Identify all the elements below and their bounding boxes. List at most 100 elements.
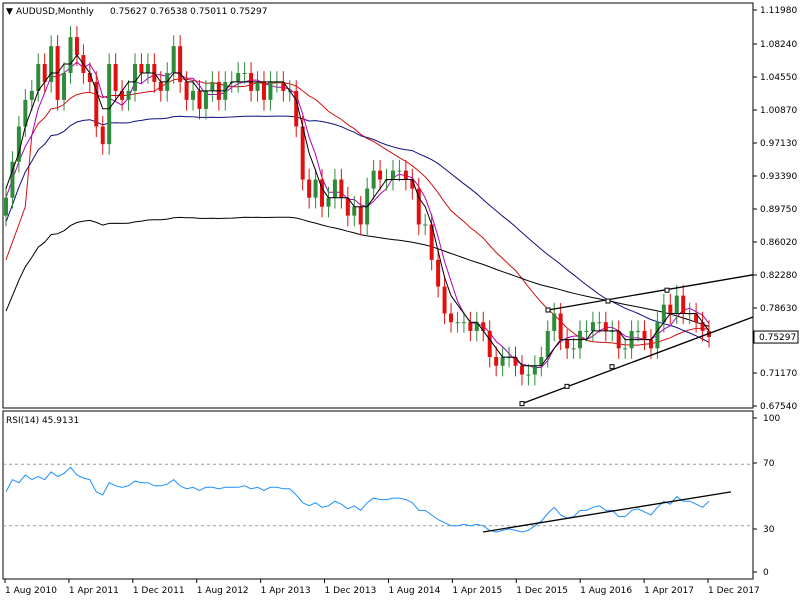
candle-body (378, 170, 383, 180)
candle-body (487, 330, 492, 358)
candle-body (623, 348, 628, 350)
time-tick-label: 1 Apr 2011 (69, 586, 119, 596)
rsi-pane-frame (2, 410, 754, 580)
candle-body (358, 206, 363, 225)
candle-body (681, 295, 686, 314)
time-tick-label: 1 Aug 2012 (197, 586, 249, 596)
trendline-anchor (664, 287, 670, 293)
candle-body (10, 161, 15, 198)
time-axis: 1 Aug 2010 1 Apr 2011 1 Dec 2011 1 Aug 2012… (4, 579, 760, 596)
candle-body (4, 197, 8, 216)
candle-body (210, 81, 215, 91)
price-pane-frame (2, 2, 754, 409)
candle-body (171, 46, 176, 73)
candle-body (139, 64, 144, 73)
price-marks: 0.75297 (4, 26, 799, 407)
trendline-anchor (545, 307, 551, 313)
candle-body (113, 64, 118, 91)
candle-body (94, 81, 99, 127)
candle-body (255, 81, 260, 91)
candle-body (23, 99, 28, 127)
candle-body (300, 126, 305, 180)
candle-body (158, 81, 163, 91)
candle-body (416, 188, 421, 225)
candle-body (29, 90, 34, 100)
price-pane: 1.11980 1.08240 1.04550 1.00870 0.97130 0.933… (2, 2, 799, 412)
candle-body (274, 81, 279, 83)
trendline-anchor (564, 383, 570, 389)
candle-body (332, 179, 337, 198)
price-tick-label: 0.86020 (760, 238, 797, 248)
price-tick-label: 0.82280 (760, 271, 797, 281)
rsi-marks (3, 463, 753, 533)
candle-body (545, 330, 550, 358)
candle-body (261, 81, 266, 100)
ma-navy-line (5, 115, 710, 343)
rsi-tick-label: 70 (763, 459, 775, 469)
candle-body (423, 224, 428, 226)
candle-body (429, 224, 434, 260)
candle-body (326, 197, 331, 207)
candle-body (603, 322, 608, 331)
candle-body (597, 322, 602, 324)
candle-body (197, 90, 202, 109)
candle-body (410, 179, 415, 189)
candle-body (539, 357, 544, 366)
candle-body (36, 64, 41, 91)
price-tick-label: 1.04550 (760, 73, 797, 83)
candle-body (668, 304, 673, 314)
wedge-upper-trendline (547, 274, 754, 311)
candle-body (700, 322, 705, 331)
candle-body (513, 357, 518, 366)
candle-body (674, 295, 679, 314)
price-tick-label: 1.08240 (760, 40, 797, 50)
candle-body (616, 330, 621, 349)
ma-long-line (5, 216, 710, 327)
candle-body (49, 46, 54, 82)
candle-body (100, 126, 105, 145)
time-tick-label: 1 Aug 2010 (5, 586, 57, 596)
price-tick-label: 0.97130 (760, 139, 797, 149)
candle-body (126, 90, 131, 100)
candle-body (442, 286, 447, 314)
candle-body (552, 313, 557, 331)
candle-body (436, 259, 441, 287)
price-tick-label: 0.93390 (760, 172, 797, 182)
candle-body (558, 313, 563, 340)
candle-body (371, 170, 376, 189)
candle-body (281, 81, 286, 91)
candle-body (694, 313, 699, 323)
candle-body (519, 365, 524, 375)
last-price-label: 0.75297 (759, 333, 796, 343)
candle-body (178, 46, 183, 82)
candle-body (468, 322, 473, 331)
candle-body (339, 179, 344, 198)
rsi-line (5, 466, 710, 533)
ma-fast-line (5, 54, 710, 367)
trendline-anchor (519, 401, 525, 407)
candle-body (184, 81, 189, 100)
wedge-lower-trendline (521, 316, 754, 405)
candle-body (74, 37, 79, 56)
candle-body (449, 313, 454, 323)
rsi-tick-label: 100 (763, 414, 780, 424)
candle-body (236, 72, 241, 82)
time-tick-label: 1 Apr 2015 (452, 586, 502, 596)
candle-body (107, 64, 112, 145)
candle-body (242, 72, 247, 74)
candle-body (16, 126, 21, 162)
rsi-pane: 100 70 30 0 RSI(14) 45.9131 (2, 410, 780, 580)
time-tick-label: 1 Dec 2013 (325, 586, 377, 596)
candle-body (636, 330, 641, 332)
candle-body (68, 37, 73, 73)
trendline-anchor (605, 298, 611, 304)
candle-body (42, 64, 47, 82)
candle-body (307, 179, 312, 198)
candle-body (655, 322, 660, 349)
candle-body (526, 374, 531, 376)
candle-body (565, 339, 570, 349)
candle-body (474, 322, 479, 331)
candle-body (610, 330, 615, 332)
